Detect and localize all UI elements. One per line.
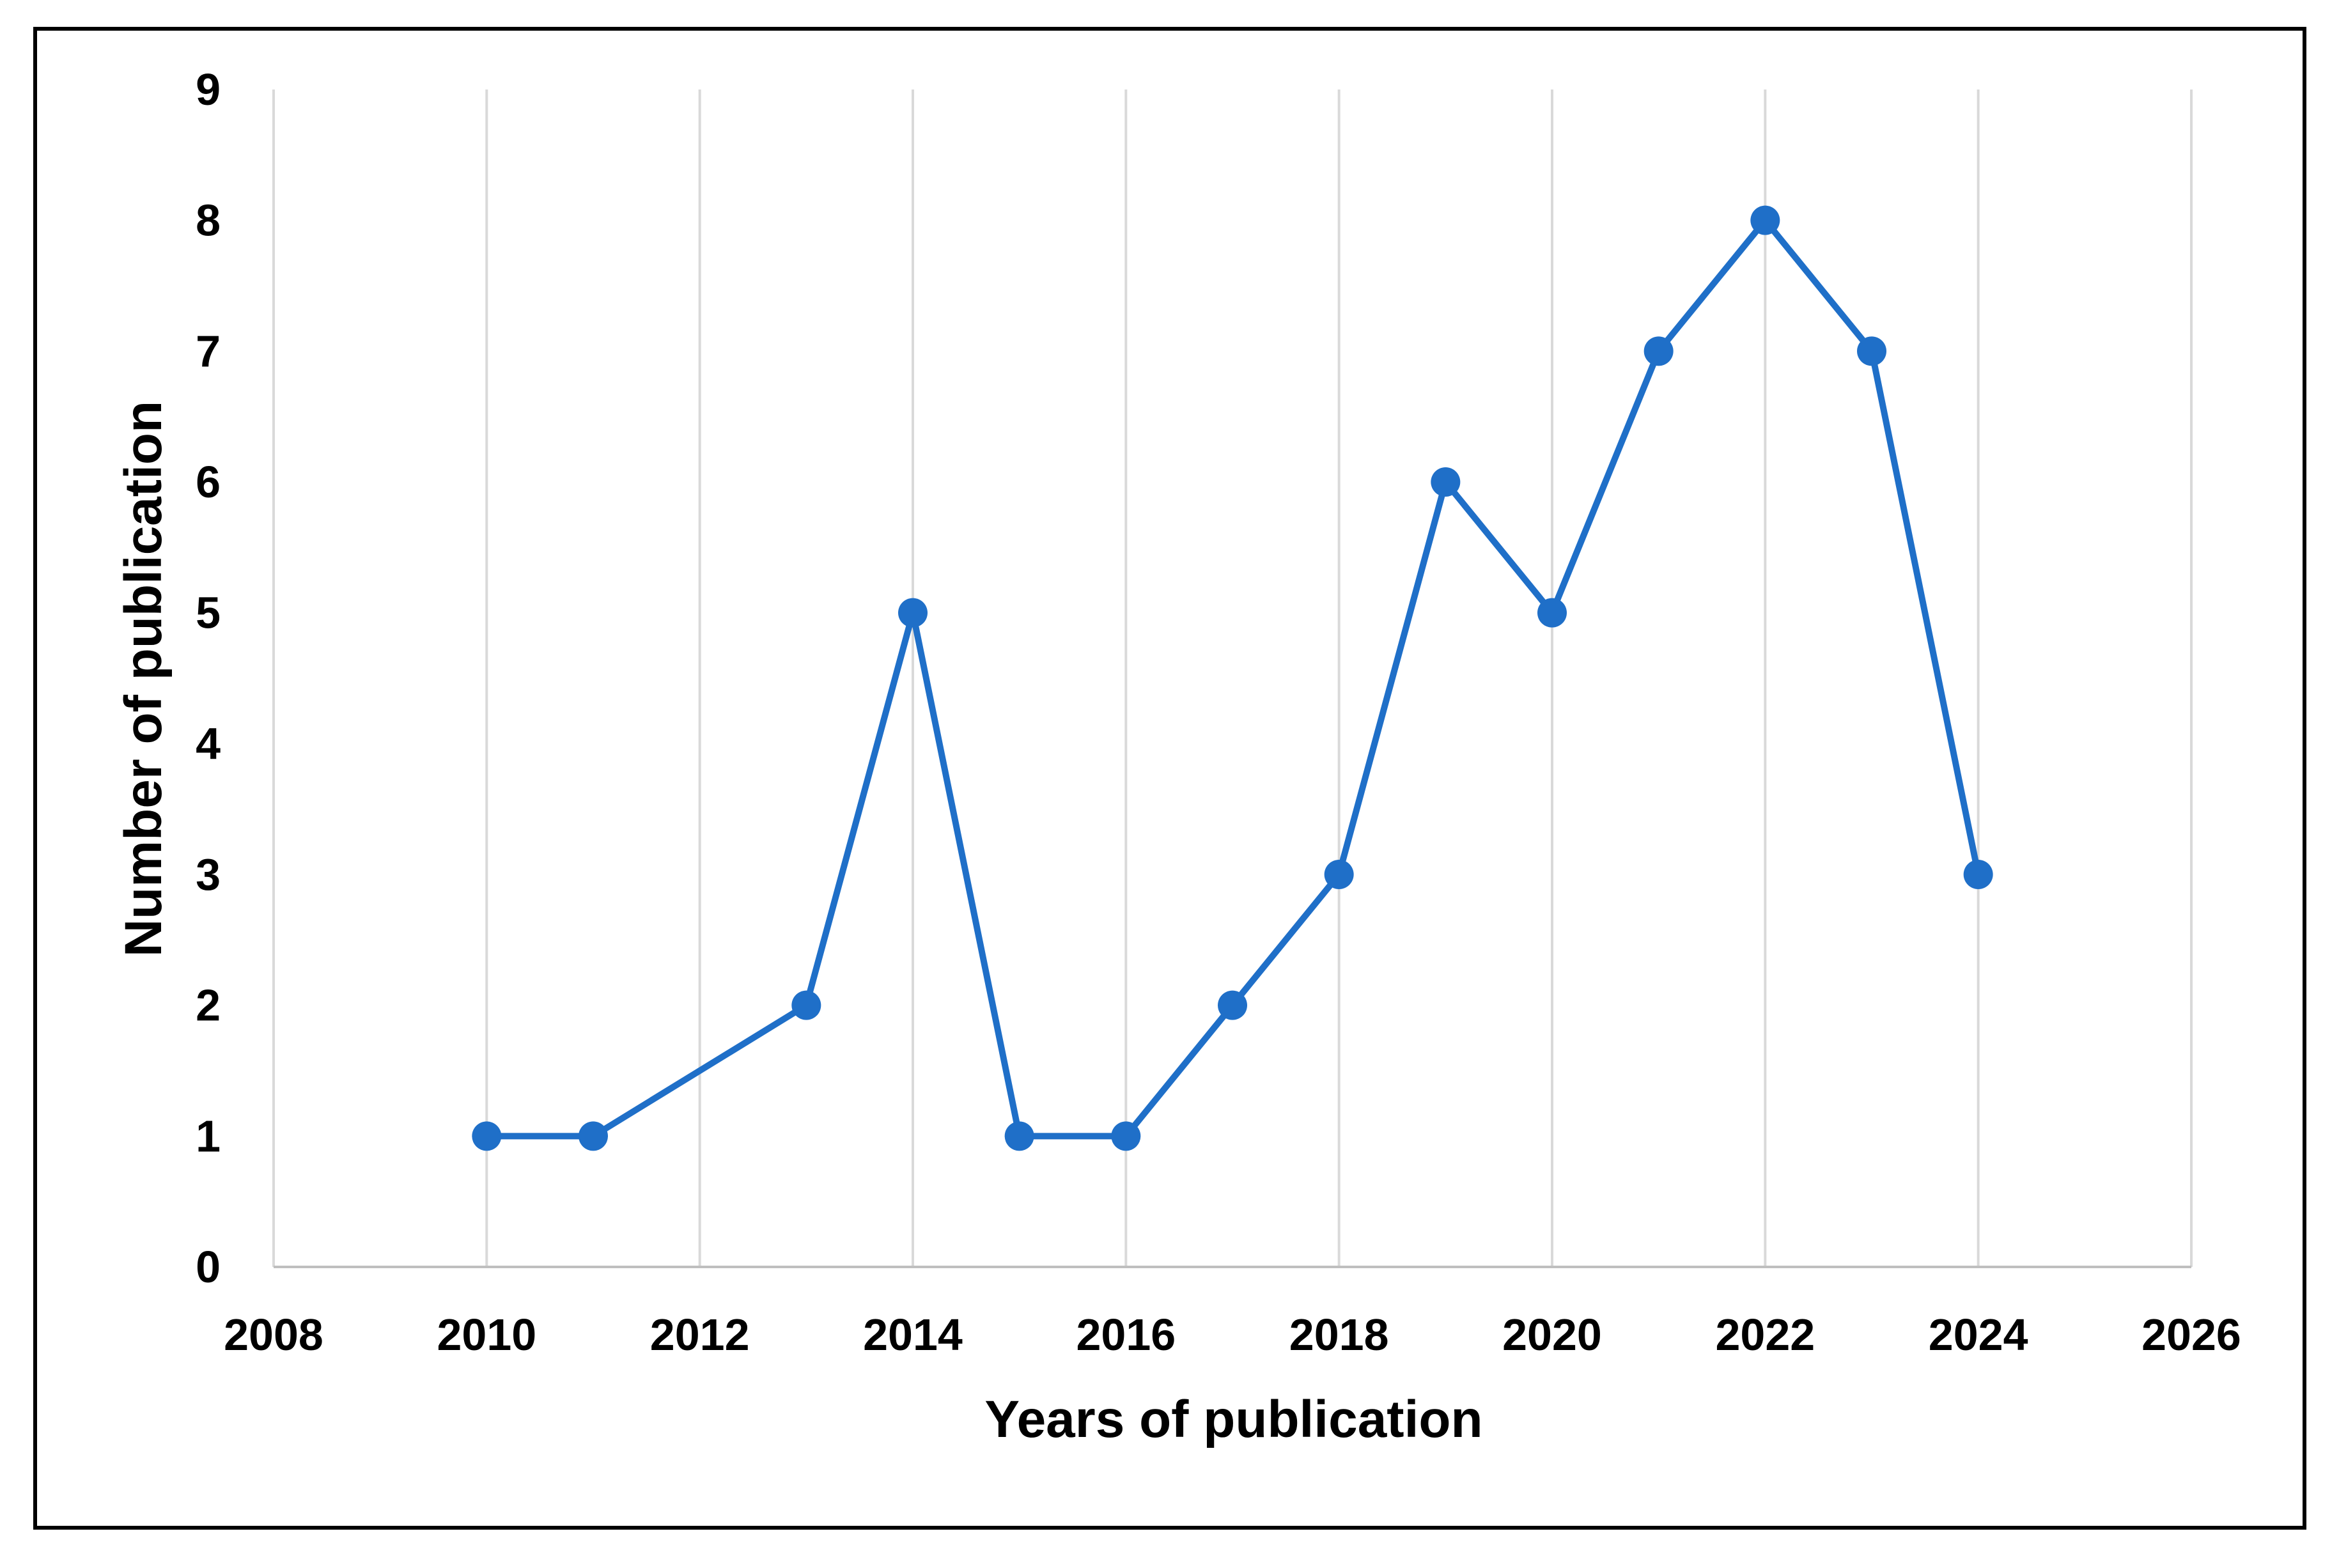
x-tick-label-2020: 2020 bbox=[1502, 1310, 1602, 1360]
y-axis-title: Number of publication bbox=[114, 401, 173, 957]
x-tick-label-2026: 2026 bbox=[2141, 1310, 2241, 1360]
x-tick-label-2010: 2010 bbox=[437, 1310, 536, 1360]
x-tick-label-2014: 2014 bbox=[863, 1310, 963, 1360]
x-tick-label-2016: 2016 bbox=[1076, 1310, 1176, 1360]
data-point-2023 bbox=[1857, 336, 1886, 366]
y-tick-label-1: 1 bbox=[196, 1111, 221, 1161]
data-point-2019 bbox=[1431, 467, 1461, 497]
data-point-2010 bbox=[472, 1121, 502, 1151]
y-tick-label-3: 3 bbox=[196, 850, 221, 899]
y-tick-label-6: 6 bbox=[196, 457, 221, 507]
data-point-2020 bbox=[1537, 598, 1567, 628]
data-series bbox=[472, 205, 1993, 1151]
x-tick-label-2022: 2022 bbox=[1715, 1310, 1815, 1360]
series-line-0 bbox=[483, 217, 1982, 1140]
x-axis-title: Years of publication bbox=[984, 1390, 1482, 1448]
x-tick-label-2008: 2008 bbox=[224, 1310, 323, 1360]
data-point-2018 bbox=[1324, 860, 1354, 889]
tick-labels: 2008 2010 2012 2014 2016 2018 2020 2022 2024 2026… bbox=[196, 65, 2241, 1360]
data-point-2016 bbox=[1111, 1121, 1141, 1151]
y-tick-label-2: 2 bbox=[196, 981, 221, 1030]
y-tick-label-8: 8 bbox=[196, 196, 221, 245]
gridlines bbox=[272, 89, 2193, 1267]
x-tick-label-2024: 2024 bbox=[1929, 1310, 2028, 1360]
y-tick-label-4: 4 bbox=[196, 718, 221, 768]
x-tick-label-2012: 2012 bbox=[650, 1310, 750, 1360]
data-point-2015 bbox=[1004, 1121, 1034, 1151]
data-point-2024 bbox=[1963, 860, 1993, 889]
chart-border bbox=[33, 27, 2306, 1530]
y-tick-label-0: 0 bbox=[196, 1242, 221, 1292]
x-tick-label-2018: 2018 bbox=[1289, 1310, 1389, 1360]
data-point-2022 bbox=[1750, 205, 1780, 235]
y-tick-label-7: 7 bbox=[196, 326, 221, 376]
y-tick-label-9: 9 bbox=[196, 65, 221, 114]
data-point-2014 bbox=[898, 598, 928, 628]
y-tick-label-5: 5 bbox=[196, 588, 221, 638]
data-point-2011 bbox=[579, 1121, 608, 1151]
data-point-2013 bbox=[791, 990, 821, 1020]
data-point-2017 bbox=[1218, 990, 1247, 1020]
data-point-2021 bbox=[1644, 336, 1674, 366]
